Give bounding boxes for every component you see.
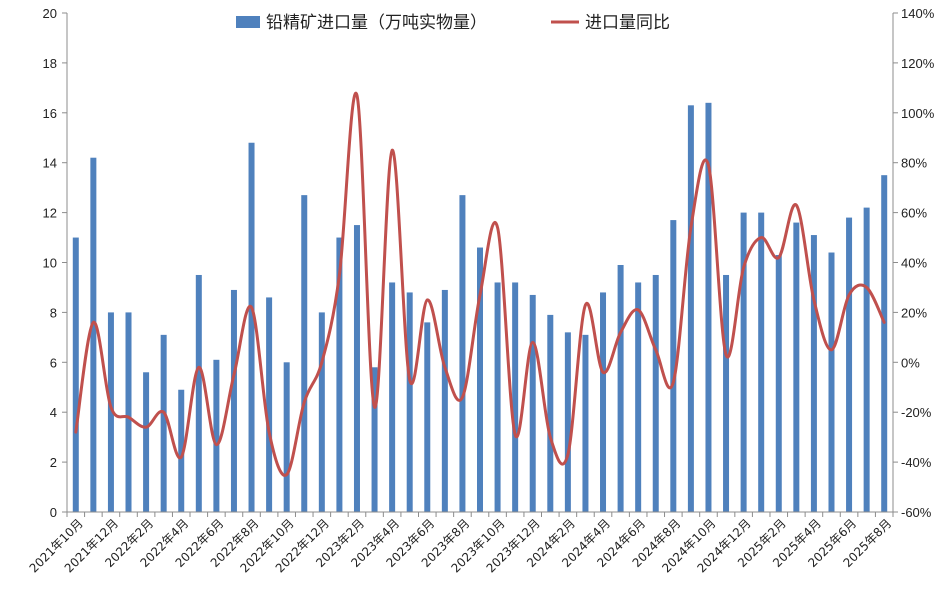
- bar: [459, 195, 466, 512]
- right-tick-label: 20%: [901, 305, 927, 320]
- bar: [582, 334, 589, 512]
- legend: 铅精矿进口量（万吨实物量） 进口量同比: [236, 13, 670, 33]
- right-tick-label: -20%: [901, 405, 932, 420]
- bar: [564, 332, 571, 512]
- bar: [283, 362, 290, 512]
- bar: [441, 289, 448, 512]
- right-tick-label: 40%: [901, 256, 927, 271]
- bar: [477, 247, 483, 512]
- bar: [828, 252, 835, 512]
- bar: [600, 292, 607, 512]
- bar: [494, 282, 501, 512]
- bar: [143, 372, 150, 512]
- bar: [72, 237, 79, 513]
- left-tick-label: 18: [43, 56, 57, 71]
- legend-line-label: 进口量同比: [585, 13, 670, 33]
- bar: [266, 297, 273, 512]
- left-tick-label: 4: [50, 405, 57, 420]
- bar: [793, 222, 800, 512]
- bar: [635, 282, 642, 512]
- right-y-axis: -60% -40% -20% 0% 20% 40% 60% 80% 100% 120% 140%: [892, 6, 935, 520]
- right-tick-label: 140%: [901, 6, 935, 21]
- left-tick-label: 8: [50, 305, 57, 320]
- line-series: [74, 91, 886, 477]
- bar: [90, 157, 97, 512]
- left-tick-label: 6: [50, 355, 57, 370]
- left-tick-label: 0: [50, 505, 57, 520]
- right-tick-label: -60%: [901, 505, 932, 520]
- bar: [758, 212, 765, 512]
- right-tick-label: 80%: [901, 156, 927, 171]
- bar: [863, 207, 870, 513]
- bar: [881, 175, 888, 513]
- bar: [301, 195, 308, 512]
- bar: [389, 282, 396, 512]
- bar: [406, 292, 413, 512]
- bar: [775, 255, 782, 512]
- right-tick-label: 120%: [901, 56, 935, 71]
- bar: [318, 312, 325, 512]
- bar: [740, 212, 747, 512]
- left-tick-label: 12: [43, 206, 57, 221]
- bar: [529, 294, 536, 512]
- bar: [195, 274, 202, 512]
- left-tick-label: 2: [50, 455, 57, 470]
- bar: [810, 235, 817, 512]
- left-tick-label: 20: [43, 6, 57, 21]
- x-axis: 2021年10月2021年12月2022年2月2022年4月2022年6月202…: [27, 511, 894, 575]
- bar: [424, 322, 431, 512]
- bar: [723, 274, 730, 512]
- right-tick-label: 0%: [901, 355, 920, 370]
- legend-bar-swatch: [236, 16, 260, 28]
- bar: [617, 264, 624, 512]
- bar-series: [72, 102, 888, 513]
- yoy-line: [74, 91, 886, 477]
- right-tick-label: 100%: [901, 106, 935, 121]
- bar: [371, 367, 378, 512]
- bar: [160, 334, 167, 512]
- left-tick-label: 10: [43, 256, 57, 271]
- bar: [178, 389, 185, 512]
- right-tick-label: 60%: [901, 206, 927, 221]
- bar: [705, 102, 712, 512]
- bar: [687, 105, 694, 512]
- left-y-axis: 0 2 4 6 8 10 12 14 16 18 20: [43, 6, 68, 520]
- bar: [353, 225, 360, 512]
- bar: [248, 142, 255, 513]
- bar: [107, 312, 114, 512]
- bar: [213, 359, 220, 512]
- bar: [547, 314, 554, 512]
- bar: [670, 220, 677, 512]
- bar: [230, 289, 237, 512]
- bar: [652, 274, 659, 512]
- left-tick-label: 14: [43, 156, 57, 171]
- left-tick-label: 16: [43, 106, 57, 121]
- bar: [336, 237, 343, 513]
- bar: [512, 282, 519, 512]
- bar: [846, 217, 853, 512]
- bar: [125, 312, 132, 512]
- right-tick-label: -40%: [901, 455, 932, 470]
- legend-bar-label: 铅精矿进口量（万吨实物量）: [266, 13, 487, 33]
